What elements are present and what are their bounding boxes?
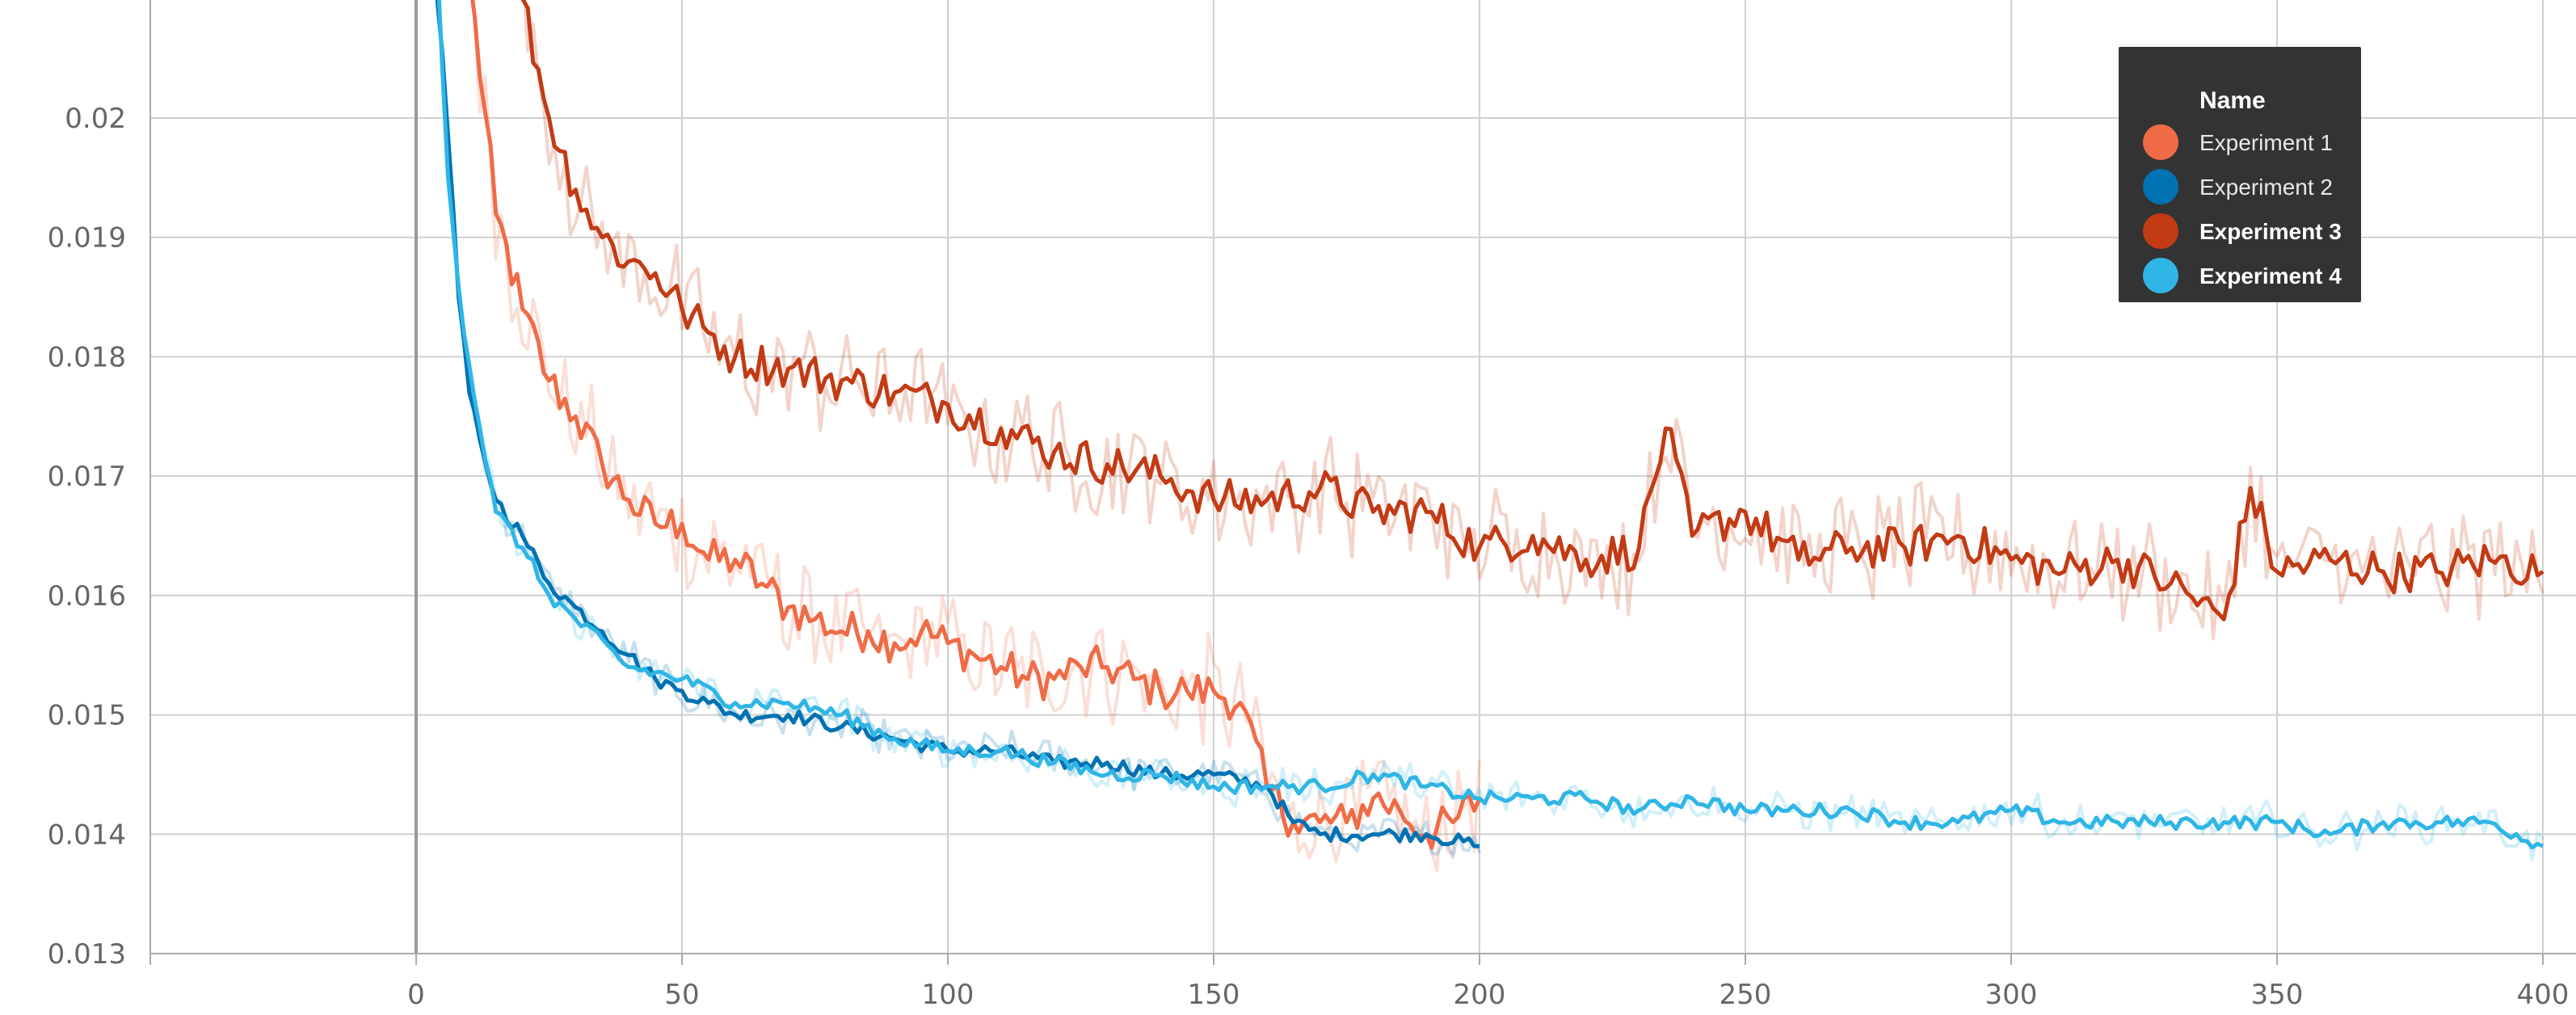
x-tick-label: 400 [2517,979,2570,1011]
y-tick-label: 0.02 [65,103,126,135]
legend-swatch-1 [2143,124,2178,160]
x-axis-ticks: 0 50 100 150 200 250 300 350 400 [407,954,2569,1011]
legend-label-4: Experiment 4 [2199,263,2342,288]
x-tick-label: 50 [664,979,699,1011]
x-tick-label: 250 [1719,979,1772,1011]
y-axis-ticks: 0.013 0.014 0.015 0.016 0.017 0.018 0.019 0.02 [48,103,126,971]
legend-swatch-2 [2143,169,2178,204]
legend-label-1: Experiment 1 [2199,130,2333,155]
legend-swatch-3 [2143,213,2178,249]
x-tick-label: 100 [922,979,974,1011]
legend-title: Name [2199,87,2266,114]
x-tick-label: 150 [1188,979,1240,1011]
legend[interactable]: Name Experiment 1 Experiment 2 Experiment 3… [2119,47,2361,302]
y-tick-label: 0.018 [48,341,126,373]
y-tick-label: 0.013 [48,938,126,971]
x-tick-label: 300 [1985,979,2038,1011]
x-tick-label: 200 [1454,979,1506,1011]
y-tick-label: 0.015 [48,700,126,732]
y-tick-label: 0.019 [48,222,126,255]
legend-label-2: Experiment 2 [2199,175,2333,200]
y-tick-label: 0.014 [48,819,126,851]
x-tick-label: 350 [2251,979,2304,1011]
legend-label-3: Experiment 3 [2199,219,2342,244]
y-tick-label: 0.017 [48,461,126,493]
legend-swatch-4 [2143,258,2178,293]
y-tick-label: 0.016 [48,580,126,613]
series-line-raw-1 [469,0,1480,870]
x-tick-label: 0 [407,979,425,1011]
